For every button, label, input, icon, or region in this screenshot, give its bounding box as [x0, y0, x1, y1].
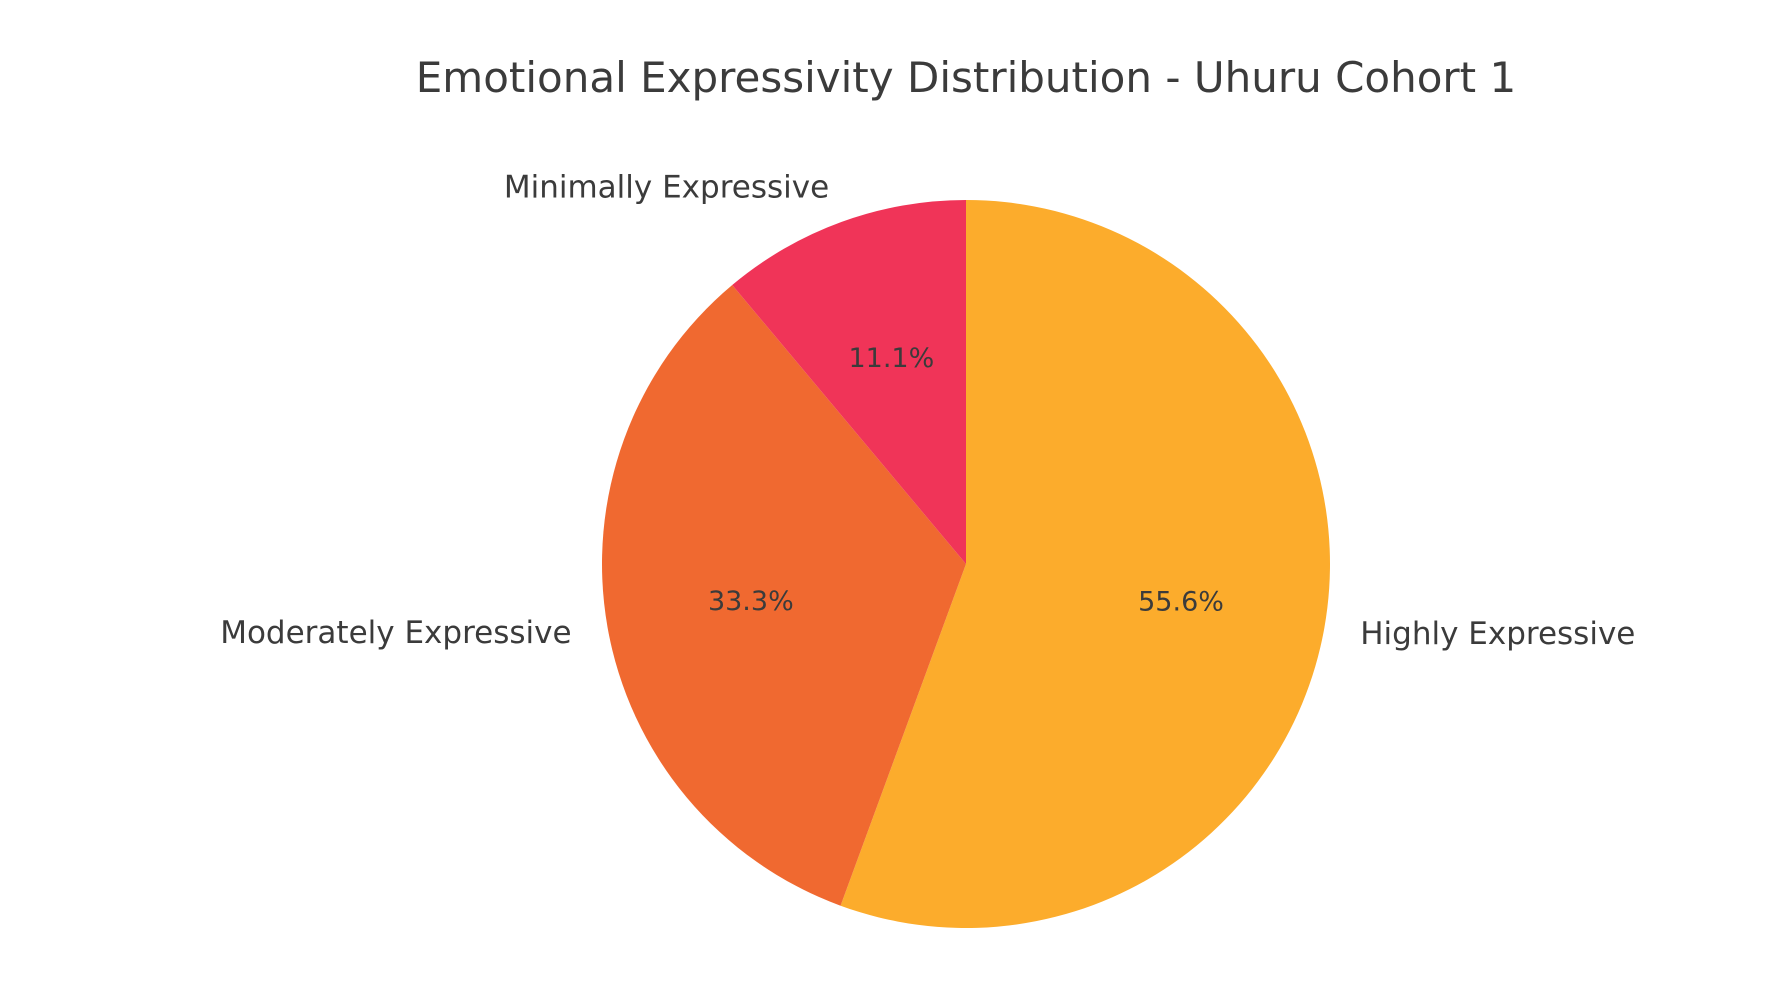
- category-label-minimally-expressive: Minimally Expressive: [504, 170, 829, 206]
- pct-label-minimally-expressive: 11.1%: [848, 343, 934, 374]
- chart-title: Emotional Expressivity Distribution - Uh…: [416, 53, 1516, 102]
- category-label-moderately-expressive: Moderately Expressive: [220, 615, 571, 651]
- category-label-highly-expressive: Highly Expressive: [1360, 616, 1635, 652]
- pie-slice-moderately-expressive: [602, 284, 966, 906]
- pie-slices: [602, 199, 1330, 928]
- pct-label-highly-expressive: 55.6%: [1138, 587, 1224, 618]
- pie-slice-highly-expressive: [840, 199, 1330, 928]
- pie-labels: 55.6% Highly Expressive 33.3% Moderately Ex…: [220, 170, 1635, 652]
- pct-label-moderately-expressive: 33.3%: [708, 586, 794, 617]
- pie-slice-minimally-expressive: [732, 200, 966, 564]
